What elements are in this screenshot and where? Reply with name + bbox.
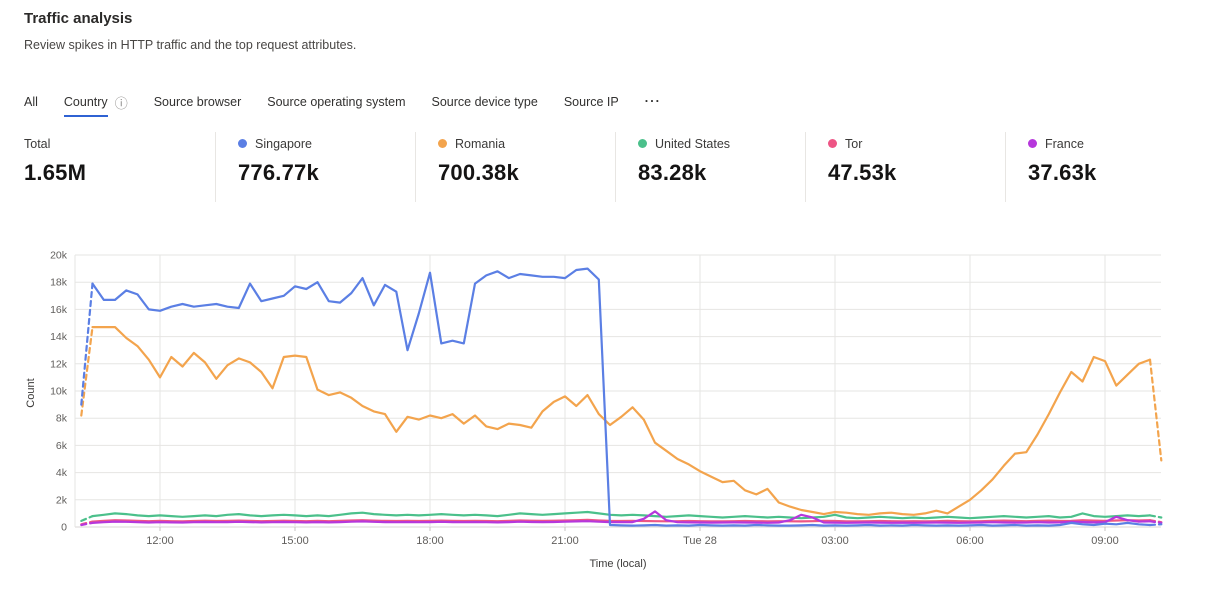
stat-label: France bbox=[1045, 136, 1084, 151]
attribute-tabs: All Country ⓘ Source browser Source operatin… bbox=[24, 91, 661, 117]
y-axis-tick-label: 16k bbox=[50, 304, 68, 316]
stat-label: Total bbox=[24, 136, 51, 151]
y-axis-tick-label: 4k bbox=[56, 467, 68, 479]
series-color-dot-tor bbox=[828, 139, 837, 148]
x-axis-tick-label: 21:00 bbox=[551, 535, 579, 547]
y-axis-tick-label: 2k bbox=[56, 494, 68, 506]
y-axis-tick-label: 10k bbox=[50, 386, 68, 398]
stat-label-row: Tor bbox=[828, 135, 1005, 152]
series-line-romania bbox=[91, 325, 1152, 516]
series-line-singapore bbox=[91, 267, 1152, 527]
stat-united-states[interactable]: United States 83.28k bbox=[615, 132, 805, 202]
tab-source-browser[interactable]: Source browser bbox=[154, 95, 242, 117]
page-subtitle: Review spikes in HTTP traffic and the to… bbox=[24, 38, 357, 52]
tab-all[interactable]: All bbox=[24, 95, 38, 117]
tab-label: Source operating system bbox=[267, 95, 406, 109]
stat-label: United States bbox=[655, 136, 731, 151]
x-axis-tick-label: 15:00 bbox=[281, 535, 309, 547]
tab-source-device-type[interactable]: Source device type bbox=[432, 95, 538, 117]
x-axis-tick-label: Tue 28 bbox=[683, 535, 717, 547]
stat-tor[interactable]: Tor 47.53k bbox=[805, 132, 1005, 202]
y-axis-tick-label: 12k bbox=[50, 358, 68, 370]
traffic-chart-svg: 0 2k 4k 6k 8k 10k 12k 14k 16k 18k 20k 12:00 15:00 18:… bbox=[25, 250, 1163, 570]
info-icon[interactable]: ⓘ bbox=[114, 95, 128, 111]
tab-label: All bbox=[24, 95, 38, 109]
y-axis-tick-label: 6k bbox=[56, 440, 68, 452]
x-axis-tick-label: 12:00 bbox=[146, 535, 174, 547]
tab-source-ip[interactable]: Source IP bbox=[564, 95, 619, 117]
y-axis-tick-label: 20k bbox=[50, 250, 68, 262]
stat-value: 37.63k bbox=[1028, 160, 1097, 185]
tab-label: Country bbox=[63, 95, 108, 117]
series-color-dot-france bbox=[1028, 139, 1037, 148]
stat-label-row: France bbox=[1028, 135, 1221, 152]
stat-total[interactable]: Total 1.65M bbox=[0, 132, 215, 202]
series-line-united-states-lead-dash bbox=[80, 515, 94, 522]
series-color-dot-singapore bbox=[238, 139, 247, 148]
tab-label: Source browser bbox=[153, 95, 242, 109]
x-axis-title: Time (local) bbox=[589, 558, 646, 570]
stat-value: 776.77k bbox=[238, 160, 319, 185]
tab-label: Source IP bbox=[563, 95, 619, 109]
stat-singapore[interactable]: Singapore 776.77k bbox=[215, 132, 415, 202]
traffic-chart: 0 2k 4k 6k 8k 10k 12k 14k 16k 18k 20k 12:00 15:00 18:… bbox=[0, 243, 1221, 588]
stat-label-row: Singapore bbox=[238, 135, 415, 152]
y-axis-tick-label: 8k bbox=[56, 413, 68, 425]
stat-label: Tor bbox=[845, 136, 863, 151]
series-color-dot-united-states bbox=[638, 139, 647, 148]
series-line-france bbox=[91, 510, 1152, 524]
series-line-singapore-tail-dash bbox=[1148, 523, 1163, 527]
x-axis-tick-label: 09:00 bbox=[1091, 535, 1119, 547]
stat-value: 700.38k bbox=[438, 160, 519, 185]
panel-header: Traffic analysis Review spikes in HTTP t… bbox=[24, 10, 356, 52]
stat-label-row: United States bbox=[638, 135, 805, 152]
x-axis-tick-label: 03:00 bbox=[821, 535, 849, 547]
tab-source-operating-system[interactable]: Source operating system bbox=[267, 95, 405, 117]
tab-country[interactable]: Country ⓘ bbox=[63, 95, 128, 117]
y-axis-title: Count bbox=[25, 378, 37, 407]
stat-france[interactable]: France 37.63k bbox=[1005, 132, 1221, 202]
tabs-overflow-button[interactable]: ... bbox=[644, 91, 662, 105]
stats-row: Total 1.65M Singapore 776.77k Romania 700.38k… bbox=[0, 132, 1221, 202]
series-line-romania-lead-dash bbox=[80, 325, 94, 417]
stat-label: Singapore bbox=[255, 136, 312, 151]
stat-romania[interactable]: Romania 700.38k bbox=[415, 132, 615, 202]
y-axis-tick-label: 0 bbox=[61, 522, 67, 534]
y-axis-tick-label: 18k bbox=[50, 277, 68, 289]
series-line-united-states bbox=[91, 510, 1152, 520]
tab-label: Source device type bbox=[431, 95, 538, 109]
series-line-france-lead-dash bbox=[80, 521, 94, 527]
x-axis-tick-label: 06:00 bbox=[956, 535, 984, 547]
series-color-dot-romania bbox=[438, 139, 447, 148]
series-line-romania-tail-dash bbox=[1148, 358, 1163, 462]
y-axis-tick-label: 14k bbox=[50, 331, 68, 343]
page-title: Traffic analysis bbox=[24, 10, 133, 27]
series-line-tor bbox=[91, 518, 1152, 523]
stat-value: 47.53k bbox=[828, 160, 897, 185]
stat-value: 83.28k bbox=[638, 160, 707, 185]
stat-label-row: Romania bbox=[438, 135, 615, 152]
stat-label: Romania bbox=[455, 136, 506, 151]
x-axis-tick-label: 18:00 bbox=[416, 535, 444, 547]
series-line-singapore-lead-dash bbox=[80, 282, 94, 406]
stat-value: 1.65M bbox=[24, 160, 87, 185]
series-line-france-tail-dash bbox=[1148, 520, 1163, 524]
series-line-united-states-tail-dash bbox=[1148, 514, 1163, 519]
stat-label-row: Total bbox=[24, 135, 215, 152]
